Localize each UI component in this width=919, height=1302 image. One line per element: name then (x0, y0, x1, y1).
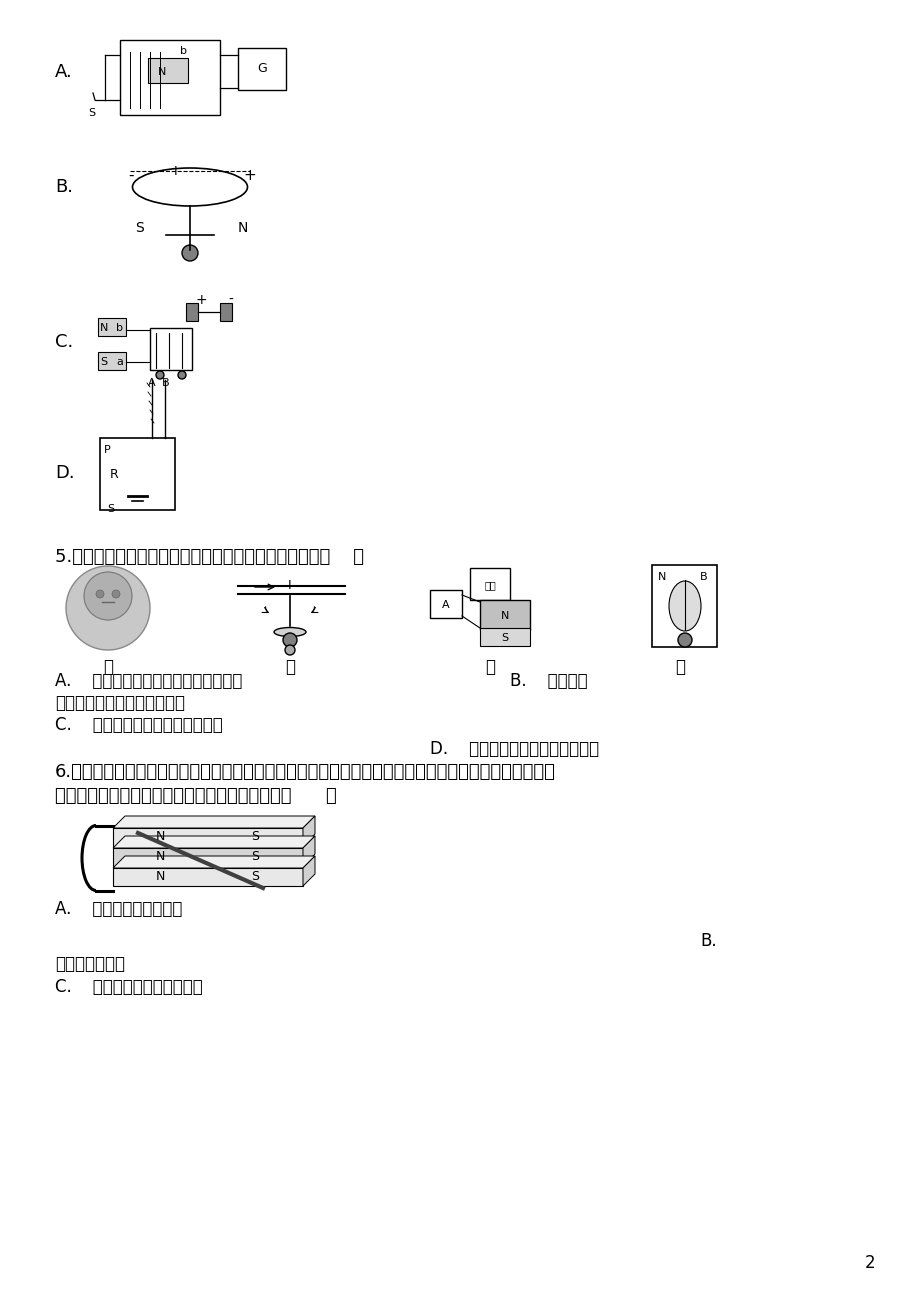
Text: 2: 2 (864, 1254, 874, 1272)
Circle shape (112, 590, 119, 598)
Text: 甲: 甲 (103, 658, 113, 676)
Text: b: b (117, 323, 123, 333)
Text: A.: A. (55, 62, 73, 81)
Bar (119, 40, 220, 115)
Text: B: B (162, 378, 169, 388)
Text: -: - (128, 168, 133, 184)
Circle shape (96, 590, 104, 598)
Text: A: A (148, 378, 155, 388)
Text: 乙: 乙 (285, 658, 295, 676)
Text: S: S (251, 871, 259, 884)
Bar (220, 303, 232, 322)
Bar (480, 600, 529, 630)
Text: S: S (107, 504, 114, 514)
Text: 丁: 丁 (675, 658, 685, 676)
Text: N: N (158, 66, 166, 77)
Text: 棒的悬线向右的摇角增大．以下操作中可行的是（      ）: 棒的悬线向右的摇角增大．以下操作中可行的是（ ） (55, 786, 336, 805)
Text: +: + (243, 168, 255, 184)
Polygon shape (302, 816, 314, 846)
Text: C.: C. (55, 333, 74, 352)
Text: S: S (88, 108, 96, 118)
Circle shape (177, 371, 186, 379)
Bar (100, 437, 175, 510)
Bar (98, 352, 126, 370)
Bar (113, 868, 302, 885)
Polygon shape (113, 816, 314, 828)
Text: C.    图丙实验是研究电磁感应现象: C. 图丙实验是研究电磁感应现象 (55, 716, 222, 734)
Circle shape (677, 633, 691, 647)
Text: G: G (256, 62, 267, 76)
Text: A.    图甲实验是研究同种电荷相互排斥: A. 图甲实验是研究同种电荷相互排斥 (55, 672, 242, 690)
Text: I: I (288, 579, 291, 592)
Bar (429, 590, 461, 618)
Ellipse shape (668, 581, 700, 631)
Bar (238, 48, 286, 90)
Circle shape (285, 644, 295, 655)
Text: B: B (699, 572, 707, 582)
Text: B.: B. (699, 932, 716, 950)
Bar (186, 303, 198, 322)
Text: S: S (100, 357, 108, 367)
Bar (113, 828, 302, 846)
Bar (470, 568, 509, 600)
Text: C.    颠倒磁鐵磁极的上下位置: C. 颠倒磁鐵磁极的上下位置 (55, 978, 202, 996)
Bar (480, 628, 529, 646)
Text: N: N (99, 323, 108, 333)
Bar (148, 59, 187, 83)
Text: a: a (117, 357, 123, 367)
Circle shape (84, 572, 131, 620)
Text: b: b (180, 46, 187, 56)
Polygon shape (302, 836, 314, 866)
Text: N: N (500, 611, 508, 621)
Bar (652, 565, 716, 647)
Text: S: S (251, 831, 259, 844)
Text: A: A (442, 600, 449, 611)
Text: +: + (196, 293, 208, 307)
Text: S: S (135, 221, 144, 234)
Text: B.: B. (55, 178, 73, 197)
Text: N: N (155, 871, 165, 884)
Text: S: S (251, 850, 259, 863)
Text: 丙: 丙 (484, 658, 494, 676)
Text: I: I (174, 165, 177, 178)
Circle shape (283, 633, 297, 647)
Text: R: R (109, 467, 119, 480)
Text: S: S (501, 633, 508, 643)
Polygon shape (302, 855, 314, 885)
Bar (150, 328, 192, 370)
Text: B.    图乙实验: B. 图乙实验 (509, 672, 587, 690)
Text: N: N (237, 221, 248, 234)
Text: N: N (657, 572, 665, 582)
Circle shape (66, 566, 150, 650)
Text: N: N (155, 850, 165, 863)
Text: A.    增大导体棒中的电流: A. 增大导体棒中的电流 (55, 900, 182, 918)
Text: 6.小乐在研究「磁场对通电导体作用」时采用如图所示实验，通电后发现导体棒向右摩动，要使通电导体: 6.小乐在研究「磁场对通电导体作用」时采用如图所示实验，通电后发现导体棒向右摩动… (55, 763, 555, 781)
Circle shape (182, 245, 198, 260)
Text: 5.如图是关于电磁现象的四个实验，下列说法正确的是（    ）: 5.如图是关于电磁现象的四个实验，下列说法正确的是（ ） (55, 548, 364, 566)
Text: -: - (228, 293, 233, 307)
Text: 电源: 电源 (483, 579, 495, 590)
Bar (98, 318, 126, 336)
Text: D.    图丁实验是研究电动机的原理: D. 图丁实验是研究电动机的原理 (429, 740, 598, 758)
Polygon shape (113, 855, 314, 868)
Polygon shape (113, 836, 314, 848)
Text: 减少磁鐵的数量: 减少磁鐵的数量 (55, 954, 125, 973)
Text: 是研究通电导线周围存在磁场: 是研究通电导线周围存在磁场 (55, 694, 185, 712)
Text: D.: D. (55, 464, 74, 482)
Bar (113, 848, 302, 866)
Circle shape (156, 371, 164, 379)
Text: P: P (104, 445, 110, 454)
Ellipse shape (274, 628, 306, 637)
Text: N: N (155, 831, 165, 844)
